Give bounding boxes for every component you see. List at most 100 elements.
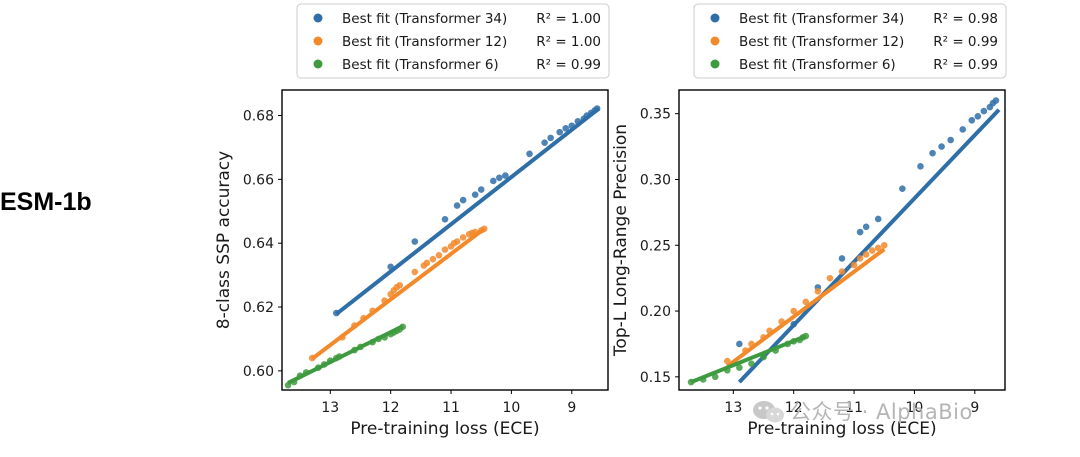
legend-r2: R² = 1.00 xyxy=(536,34,601,50)
data-point xyxy=(435,252,443,259)
y-axis-label: 8-class SSP accuracy xyxy=(214,151,234,330)
series-1 xyxy=(723,241,888,368)
data-point xyxy=(429,255,437,263)
wechat-icon xyxy=(753,401,784,423)
x-tick-label: 12 xyxy=(785,400,803,416)
x-tick-label: 11 xyxy=(845,400,863,416)
legend-label: Best fit (Transformer 6) xyxy=(342,57,499,73)
y-axis-label: Top-L Long-Range Precision xyxy=(611,124,631,357)
data-point xyxy=(556,128,564,136)
data-point xyxy=(850,261,858,269)
y-tick-label: 0.66 xyxy=(243,172,274,188)
data-point xyxy=(423,259,431,267)
legend-label: Best fit (Transformer 6) xyxy=(739,57,896,73)
watermark-text: 公众号 · AlphaBio xyxy=(790,400,973,424)
data-point xyxy=(838,268,846,275)
y-tick-label: 0.68 xyxy=(243,109,274,125)
fit-line xyxy=(726,247,886,368)
data-point xyxy=(496,174,503,182)
data-point xyxy=(453,202,461,209)
series-1 xyxy=(308,225,488,362)
legend-marker xyxy=(313,36,323,46)
legend-marker xyxy=(313,59,323,69)
data-point xyxy=(838,255,846,262)
chart-panel-0: 13 12 11 10 9 0.60 0.62 0.64 0.66 0.68 Pre-trainin… xyxy=(214,3,610,439)
legend-r2: R² = 0.99 xyxy=(536,57,601,73)
legend-label: Best fit (Transformer 34) xyxy=(342,11,507,27)
data-point xyxy=(874,244,882,252)
legend-marker xyxy=(313,13,323,23)
data-point xyxy=(947,136,954,144)
data-point xyxy=(471,191,479,198)
data-point xyxy=(899,185,906,192)
data-point xyxy=(396,282,404,289)
data-point xyxy=(917,163,924,170)
data-point xyxy=(562,124,570,132)
data-point xyxy=(959,126,967,133)
data-point xyxy=(968,116,976,124)
legend-label: Best fit (Transformer 12) xyxy=(342,34,507,50)
series-0 xyxy=(736,97,1001,384)
data-point xyxy=(802,298,810,306)
data-point xyxy=(868,247,876,254)
data-point xyxy=(502,172,509,179)
data-point xyxy=(541,139,548,146)
legend-marker xyxy=(710,13,720,23)
fit-line xyxy=(335,106,601,316)
data-point xyxy=(547,134,554,142)
data-point xyxy=(862,251,870,258)
x-tick-label: 9 xyxy=(970,400,979,416)
x-tick-label: 13 xyxy=(321,400,339,416)
x-axis-label: Pre-training loss (ECE) xyxy=(350,419,539,439)
data-point xyxy=(856,255,864,262)
plot-frame xyxy=(281,89,609,391)
y-tick-label: 0.30 xyxy=(640,172,671,188)
series-0 xyxy=(333,105,601,317)
data-point xyxy=(826,274,834,282)
legend-label: Best fit (Transformer 34) xyxy=(739,11,904,27)
data-point xyxy=(790,307,798,315)
y-tick-label: 0.62 xyxy=(243,300,274,316)
fit-line xyxy=(690,334,807,384)
data-point xyxy=(477,186,485,193)
legend: Best fit (Transformer 34) R² = 1.00 Best f… xyxy=(296,3,610,79)
fit-line xyxy=(737,108,1001,384)
data-point xyxy=(441,215,449,223)
legend: Best fit (Transformer 34) R² = 0.98 Best f… xyxy=(693,3,1007,79)
y-tick-label: 0.64 xyxy=(243,236,274,252)
y-tick-label: 0.25 xyxy=(640,238,671,254)
watermark: 公众号 · AlphaBio xyxy=(752,396,973,426)
x-tick-label: 9 xyxy=(567,400,576,416)
legend-box xyxy=(296,3,610,79)
x-tick-label: 12 xyxy=(382,400,400,416)
legend-r2: R² = 1.00 xyxy=(536,11,601,27)
data-point xyxy=(489,177,497,185)
data-point xyxy=(736,364,743,371)
data-point xyxy=(459,196,467,204)
data-point xyxy=(411,268,419,276)
data-point xyxy=(748,360,755,367)
legend-r2: R² = 0.99 xyxy=(933,57,998,73)
data-point xyxy=(874,215,882,223)
fit-line xyxy=(310,227,486,361)
data-point xyxy=(459,234,467,241)
x-tick-label: 10 xyxy=(502,400,520,416)
legend-label: Best fit (Transformer 12) xyxy=(739,34,904,50)
data-point xyxy=(411,238,419,245)
y-tick-label: 0.20 xyxy=(640,304,671,320)
row-label: ESM-1b xyxy=(0,188,92,216)
legend-box xyxy=(693,3,1007,79)
x-tick-label: 11 xyxy=(442,400,460,416)
data-point xyxy=(880,241,888,249)
data-point xyxy=(856,228,864,236)
data-point xyxy=(974,113,982,120)
data-point xyxy=(992,97,1000,104)
y-tick-label: 0.15 xyxy=(640,370,671,386)
y-tick-label: 0.60 xyxy=(243,364,274,380)
data-point xyxy=(526,150,533,158)
data-point xyxy=(453,238,461,245)
y-tick-label: 0.35 xyxy=(640,107,671,123)
legend-marker xyxy=(710,59,720,69)
x-tick-label: 10 xyxy=(906,400,924,416)
